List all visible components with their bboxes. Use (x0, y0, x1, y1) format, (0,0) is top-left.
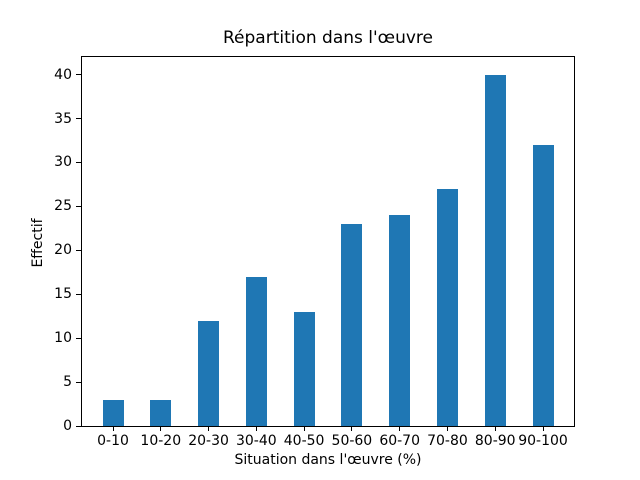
x-tick-mark (494, 427, 496, 431)
bar (245, 276, 267, 426)
chart-title: Répartition dans l'œuvre (222, 28, 433, 48)
bar (198, 320, 220, 426)
bar (293, 311, 315, 426)
x-tick-label: 70-80 (427, 433, 468, 449)
x-tick-mark (255, 427, 257, 431)
x-tick-mark (351, 427, 353, 431)
y-tick-mark (76, 74, 81, 76)
x-tick-label: 60-70 (379, 433, 420, 449)
x-tick-label: 40-50 (283, 433, 325, 449)
x-tick-mark (542, 427, 544, 431)
y-tick-label: 35 (54, 110, 72, 127)
x-tick-label: 0-10 (97, 433, 129, 449)
y-tick-mark (76, 337, 81, 339)
y-tick-label: 40 (54, 66, 72, 83)
x-tick-label: 80-90 (474, 433, 516, 449)
x-tick-label: 10-20 (140, 433, 182, 449)
x-tick-mark (112, 427, 114, 431)
y-tick-label: 25 (54, 198, 72, 215)
y-tick-mark (76, 381, 81, 383)
x-tick-mark (160, 427, 162, 431)
y-tick-label: 20 (54, 242, 72, 259)
x-tick-mark (303, 427, 305, 431)
y-tick-mark (76, 249, 81, 251)
bar (484, 74, 506, 426)
plot-area (81, 56, 575, 427)
x-tick-label: 90-100 (518, 433, 568, 449)
x-tick-label: 20-30 (188, 433, 229, 449)
y-tick-mark (76, 118, 81, 119)
y-tick-mark (76, 205, 81, 207)
x-tick-mark (399, 427, 401, 431)
x-axis-label: Situation dans l'œuvre (%) (234, 452, 422, 468)
y-tick-mark (76, 425, 81, 427)
bar (150, 399, 172, 426)
bar (341, 223, 363, 426)
x-tick-label: 30-40 (235, 433, 277, 449)
x-tick-label: 50-60 (331, 433, 373, 449)
x-tick-mark (208, 427, 210, 431)
bar (532, 144, 554, 426)
y-tick-label: 15 (54, 286, 72, 303)
y-tick-label: 10 (54, 330, 72, 347)
y-tick-mark (76, 293, 81, 295)
y-tick-label: 5 (63, 374, 72, 391)
bar (102, 399, 124, 426)
x-tick-mark (446, 427, 448, 431)
bar (436, 188, 458, 426)
y-tick-label: 0 (63, 418, 72, 434)
y-tick-label: 30 (54, 154, 72, 171)
bar (389, 215, 411, 426)
y-tick-mark (76, 161, 81, 163)
